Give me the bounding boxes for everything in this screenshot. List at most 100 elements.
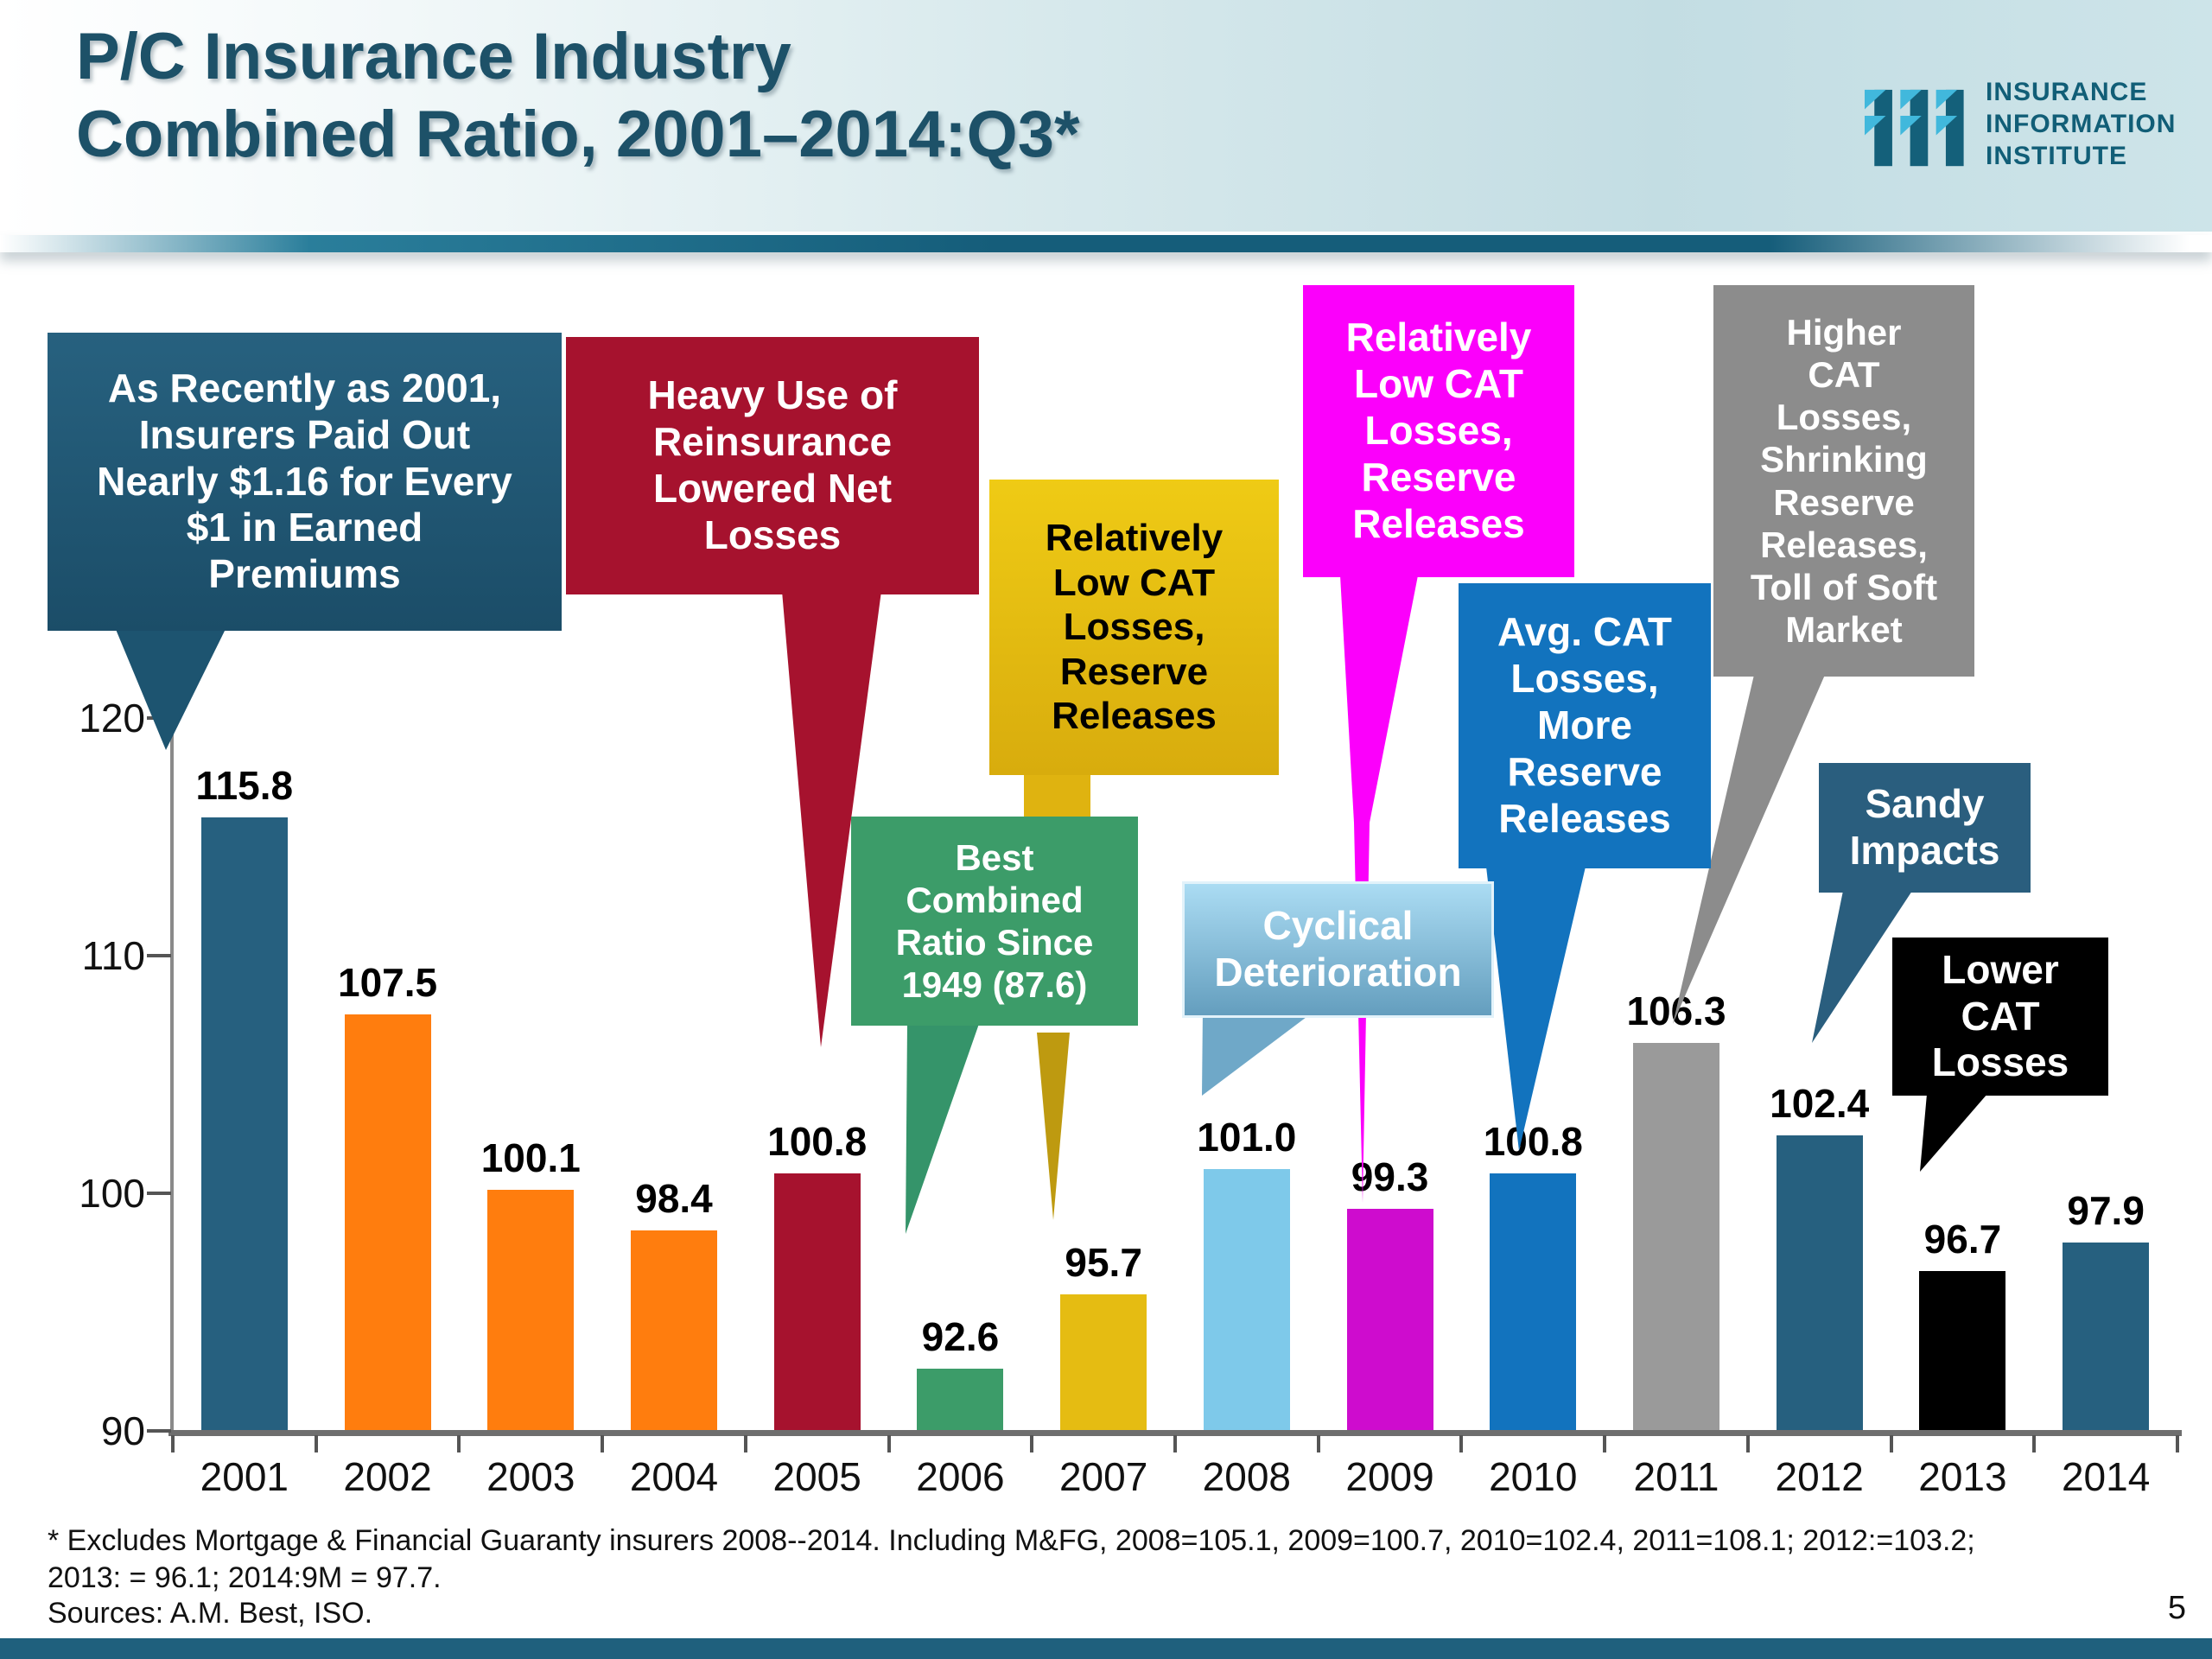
x-axis-tick-mark xyxy=(1030,1435,1034,1452)
callout-cyclical: Cyclical Deterioration xyxy=(1182,881,1494,1018)
bar-value-label: 92.6 xyxy=(921,1313,1000,1359)
x-axis-label: 2014 xyxy=(2061,1454,2151,1499)
y-axis-tick-mark xyxy=(147,1429,171,1433)
x-axis-tick-mark xyxy=(457,1435,461,1452)
x-axis-label: 2003 xyxy=(486,1454,575,1499)
bar-value-label: 115.8 xyxy=(195,762,294,808)
page-title-line2: Combined Ratio, 2001–2014:Q3* xyxy=(76,98,1080,171)
callout-tail-lowcat2009 xyxy=(1340,575,1418,823)
bar-2012 xyxy=(1776,1135,1863,1430)
logo-line-1: INSURANCE xyxy=(1986,78,2148,106)
y-axis-line xyxy=(170,715,174,1433)
bar-value-label: 100.8 xyxy=(1483,1119,1583,1164)
x-axis-tick-mark xyxy=(601,1435,605,1452)
callout-tail-highercat xyxy=(1673,675,1825,1024)
x-axis-label: 2010 xyxy=(1489,1454,1578,1499)
callout-tail-best1949 xyxy=(906,1024,979,1234)
logo-text: INSURANCE INFORMATION INSTITUTE xyxy=(1986,76,2176,172)
bar-value-label: 101.0 xyxy=(1197,1114,1297,1160)
callout-reinsurance: Heavy Use of Reinsurance Lowered Net Los… xyxy=(566,337,979,594)
bar-2005 xyxy=(773,1173,861,1430)
footnote: * Excludes Mortgage & Financial Guaranty… xyxy=(48,1522,2147,1596)
callout-tail-avgcat xyxy=(1486,867,1586,1151)
bar-value-label: 97.9 xyxy=(2067,1187,2145,1233)
x-axis-line xyxy=(168,1430,2182,1436)
callout-lowcat2007: Relatively Low CAT Losses, Reserve Relea… xyxy=(989,480,1279,775)
x-axis-tick-mark xyxy=(1316,1435,1320,1452)
x-axis-label: 2001 xyxy=(200,1454,289,1499)
bar-value-label: 95.7 xyxy=(1065,1240,1142,1286)
bottom-accent-band xyxy=(0,1638,2212,1659)
logo-line-3: INSTITUTE xyxy=(1986,142,2127,170)
x-axis-label: 2008 xyxy=(1202,1454,1292,1499)
callout-text-note2001: As Recently as 2001, Insurers Paid Out N… xyxy=(97,365,512,597)
callout-text-reinsurance: Heavy Use of Reinsurance Lowered Net Los… xyxy=(647,372,898,557)
bar-2006 xyxy=(917,1368,1004,1430)
bar-2014 xyxy=(2063,1242,2150,1430)
callout-lowercat: Lower CAT Losses xyxy=(1892,938,2108,1096)
bar-2003 xyxy=(487,1190,575,1430)
callout-sandy: Sandy Impacts xyxy=(1819,763,2031,893)
x-axis-label: 2013 xyxy=(1918,1454,2007,1499)
bar-2001 xyxy=(200,817,288,1430)
x-axis-label: 2006 xyxy=(916,1454,1005,1499)
x-axis-tick-mark xyxy=(743,1435,747,1452)
x-axis-tick-mark xyxy=(171,1435,175,1452)
callout-text-sandy: Sandy Impacts xyxy=(1849,781,2000,873)
callout-text-best1949: Best Combined Ratio Since 1949 (87.6) xyxy=(895,836,1094,1006)
bar-2013 xyxy=(1919,1270,2006,1430)
insurance-information-institute-logo: INSURANCE INFORMATION INSTITUTE xyxy=(1865,74,2184,187)
logo-pillar-shape xyxy=(1865,115,1886,136)
sources-note: Sources: A.M. Best, ISO. xyxy=(48,1597,373,1630)
x-axis-tick-mark xyxy=(1603,1435,1607,1452)
y-axis-tick-label: 120 xyxy=(79,696,145,741)
callout-text-lowcat2009: Relatively Low CAT Losses, Reserve Relea… xyxy=(1345,315,1532,546)
x-axis-tick-mark xyxy=(1745,1435,1750,1452)
callout-note2001: As Recently as 2001, Insurers Paid Out N… xyxy=(48,333,562,631)
callout-tail-reinsurance xyxy=(782,591,881,1047)
x-axis-tick-mark xyxy=(2032,1435,2037,1452)
logo-pillar-shape xyxy=(1874,89,1892,167)
y-axis-tick-mark xyxy=(147,954,171,957)
callout-text-cyclical: Cyclical Deterioration xyxy=(1214,903,1462,995)
logo-pillar-shape xyxy=(1865,89,1886,110)
bar-2009 xyxy=(1346,1209,1433,1430)
bar-2008 xyxy=(1203,1168,1290,1430)
y-axis-tick-mark xyxy=(147,1192,171,1195)
bar-2010 xyxy=(1490,1173,1577,1430)
callout-lowcat2009: Relatively Low CAT Losses, Reserve Relea… xyxy=(1303,285,1574,577)
callout-tail-sandy xyxy=(1812,891,1912,1043)
x-axis-tick-mark xyxy=(2176,1435,2179,1452)
x-axis-tick-mark xyxy=(1889,1435,1893,1452)
logo-pillar-shape xyxy=(1910,89,1929,167)
callout-tail-lowcat2007 xyxy=(1037,1033,1070,1220)
bar-2002 xyxy=(344,1014,431,1430)
x-axis-tick-mark xyxy=(887,1435,891,1452)
bar-value-label: 96.7 xyxy=(1923,1216,2002,1262)
y-axis-tick-label: 110 xyxy=(81,933,145,978)
x-axis-label: 2002 xyxy=(343,1454,432,1499)
bar-2011 xyxy=(1633,1042,1719,1430)
page-number: 5 xyxy=(2167,1590,2186,1626)
callout-highercat: Higher CAT Losses, Shrinking Reserve Rel… xyxy=(1713,285,1974,677)
title-divider xyxy=(0,235,2212,252)
callout-text-lowcat2007: Relatively Low CAT Losses, Reserve Relea… xyxy=(1045,517,1224,738)
bar-value-label: 98.4 xyxy=(635,1176,713,1221)
page-title: P/C Insurance Industry xyxy=(76,20,791,93)
x-axis-tick-mark xyxy=(1459,1435,1464,1452)
logo-line-2: INFORMATION xyxy=(1986,110,2177,138)
bar-value-label: 102.4 xyxy=(1770,1081,1870,1126)
bar-value-label: 107.5 xyxy=(338,959,438,1005)
callout-tail-note2001 xyxy=(115,627,226,750)
header-band: P/C Insurance Industry Combined Ratio, 2… xyxy=(0,0,2212,232)
x-axis-label: 2005 xyxy=(772,1454,861,1499)
footnote-line-2: 2013: = 96.1; 2014:9M = 97.7. xyxy=(48,1560,442,1594)
x-axis-tick-mark xyxy=(314,1435,318,1452)
footnote-line-1: * Excludes Mortgage & Financial Guaranty… xyxy=(48,1524,1975,1557)
x-axis-label: 2012 xyxy=(1775,1454,1864,1499)
x-axis-label: 2007 xyxy=(1058,1454,1148,1499)
x-axis-label: 2004 xyxy=(629,1454,719,1499)
y-axis-tick-label: 90 xyxy=(100,1408,145,1453)
